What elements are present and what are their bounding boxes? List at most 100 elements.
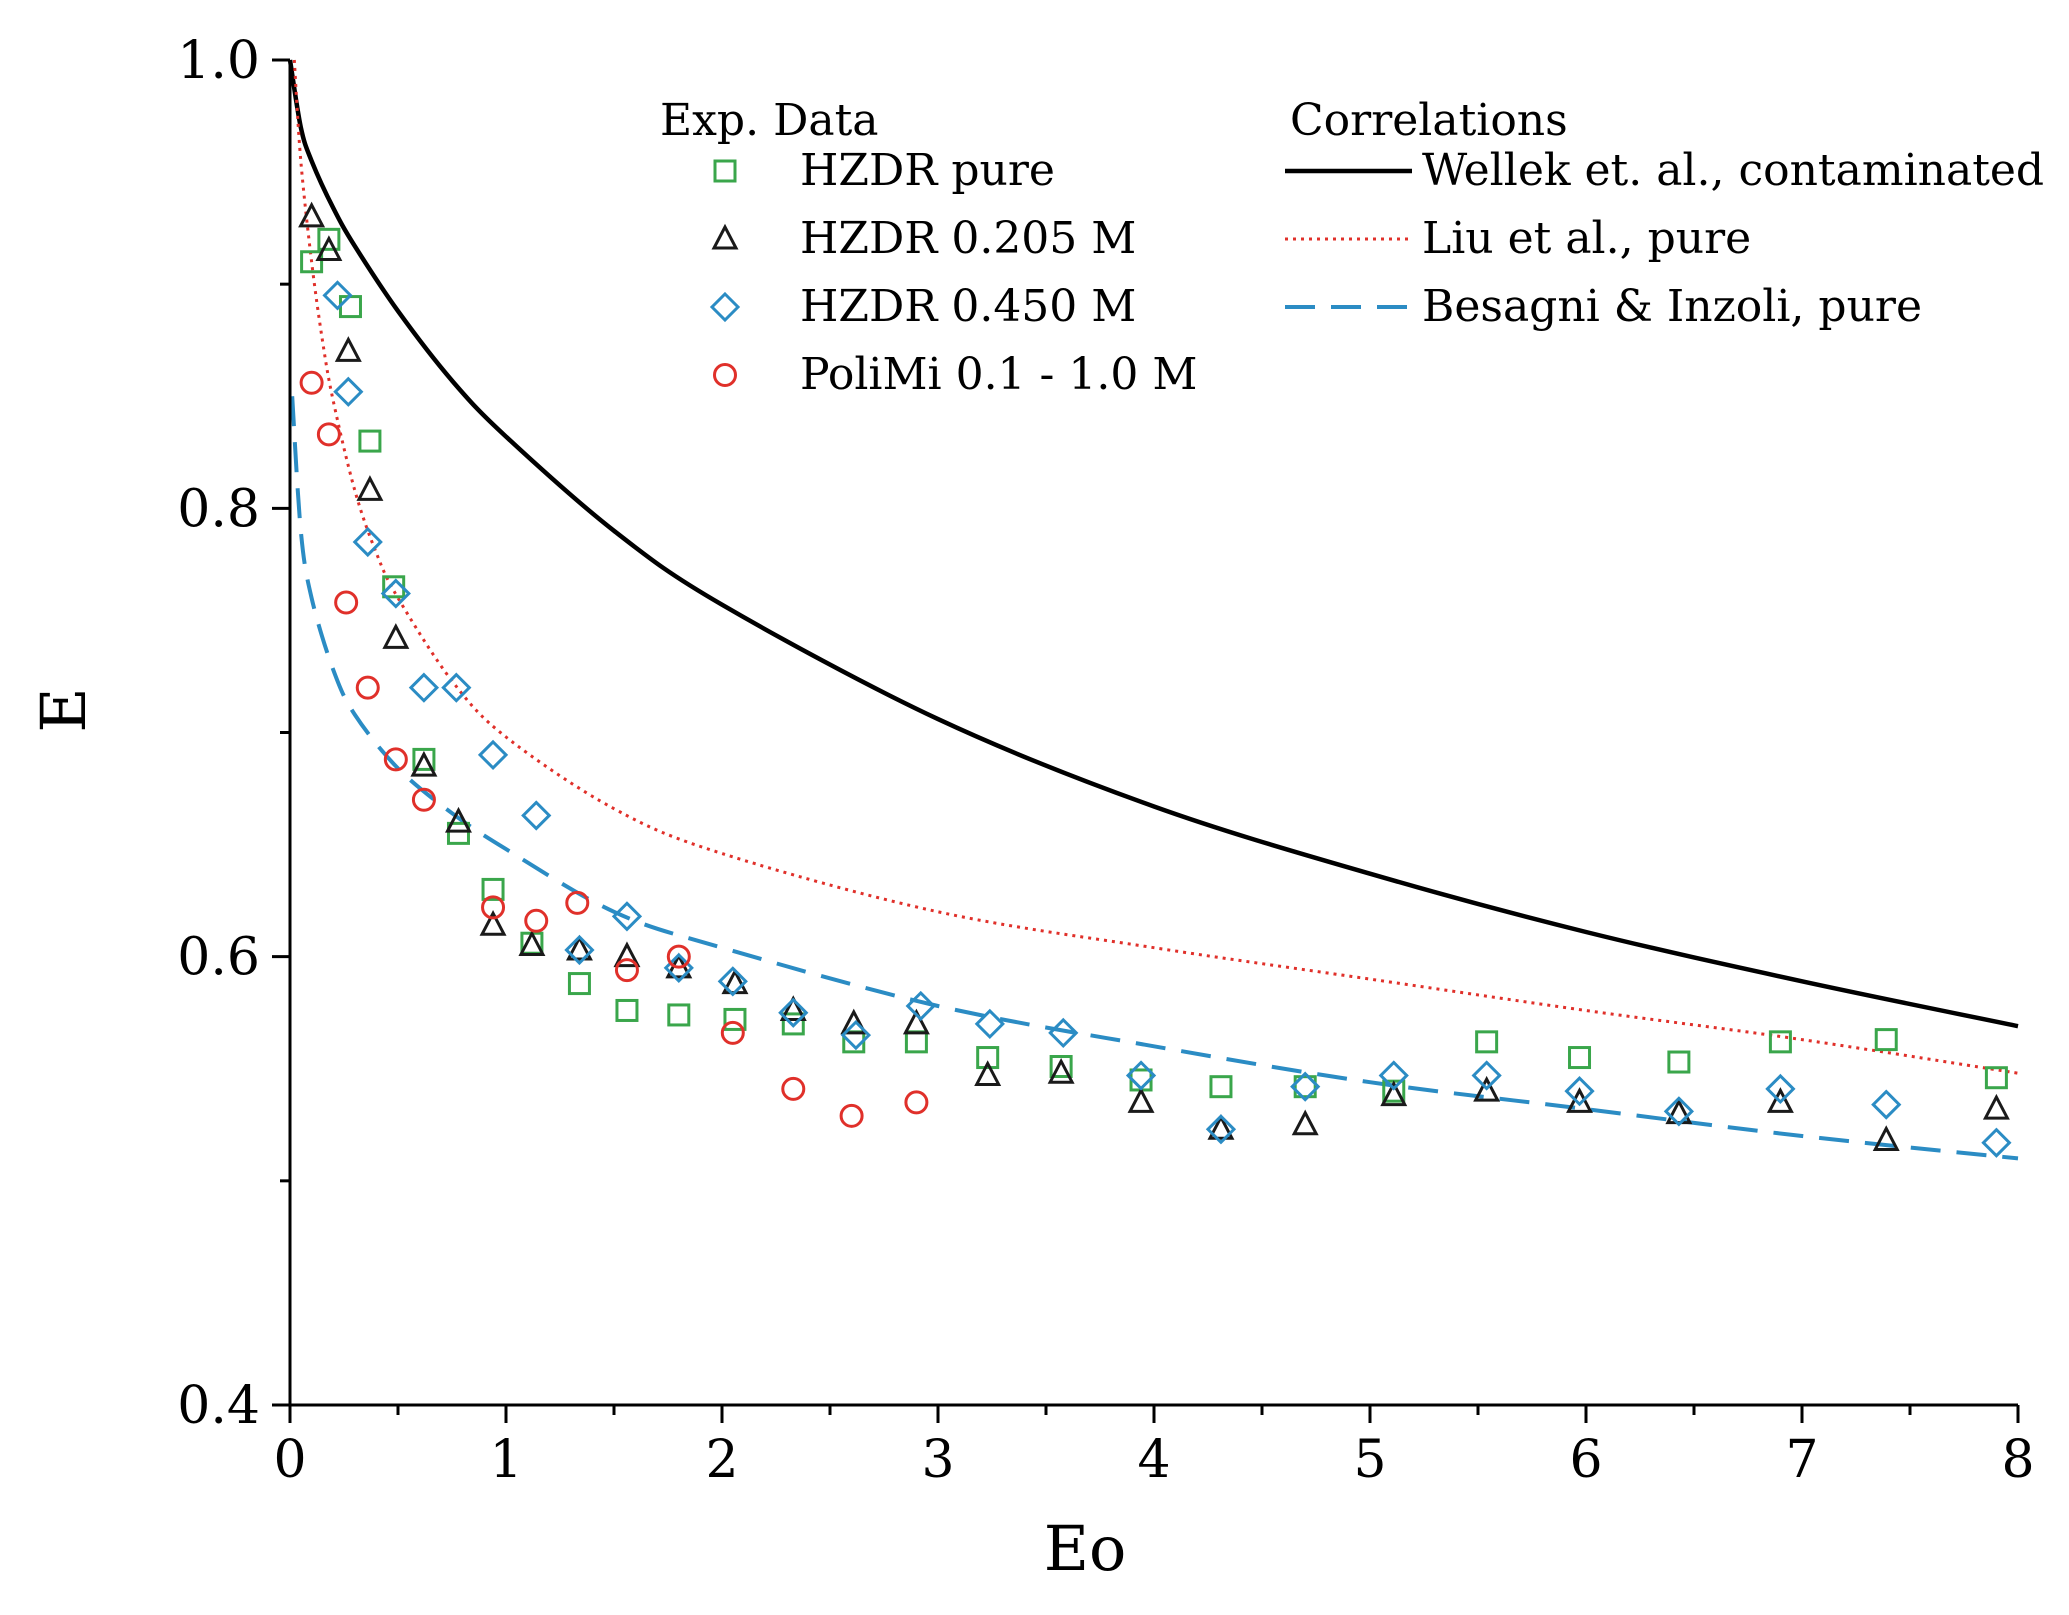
curve-besagni [290, 396, 2019, 1161]
x-tick-label: 8 [2001, 1430, 2034, 1490]
data-point-triangle [1127, 1087, 1155, 1113]
data-point-diamond [974, 1008, 1005, 1040]
data-point-circle [614, 958, 639, 983]
legend-correlations-heading: Correlations [1290, 95, 1568, 146]
data-point-triangle [315, 235, 343, 262]
data-point-triangle [410, 750, 438, 777]
data-point-circle [355, 675, 380, 700]
data-point-diamond [521, 800, 552, 831]
legend-marker-diamond [709, 291, 741, 323]
data-point-square [1209, 1075, 1233, 1099]
data-point-circle [565, 890, 590, 915]
data-point-diamond [1871, 1089, 1902, 1120]
data-point-diamond [564, 934, 595, 966]
data-point-square [1049, 1055, 1073, 1079]
data-point-diamond [611, 901, 643, 932]
data-point-triangle [518, 930, 546, 956]
data-point-triangle [613, 941, 641, 968]
data-point-diamond [1378, 1060, 1409, 1091]
legend-label: Besagni & Inzoli, pure [1422, 281, 1922, 332]
data-point-triangle [1872, 1125, 1900, 1151]
data-point-square [317, 227, 341, 251]
data-point-circle [334, 590, 359, 615]
data-point-triangle [1047, 1058, 1075, 1084]
data-point-diamond [1981, 1127, 2012, 1158]
correlation-curves [287, 59, 2019, 1161]
data-point-square [1667, 1050, 1691, 1074]
data-point-triangle [298, 201, 326, 228]
experimental-points [298, 201, 2012, 1158]
x-tick-label: 5 [1353, 1430, 1386, 1490]
data-point-square [481, 877, 505, 901]
data-point-diamond [1765, 1073, 1796, 1105]
x-tick-label: 4 [1137, 1430, 1170, 1490]
data-point-triangle [1207, 1114, 1235, 1140]
y-axis-title: E [27, 687, 100, 732]
x-tick-label: 0 [273, 1430, 306, 1490]
data-point-diamond [717, 966, 748, 997]
y-tick-label: 0.6 [177, 928, 260, 988]
data-point-triangle [382, 623, 410, 649]
data-point-square [723, 1007, 747, 1031]
legend-label: PoliMi 0.1 - 1.0 M [800, 349, 1197, 400]
data-point-square [300, 250, 324, 274]
data-point-square [1874, 1028, 1898, 1052]
data-point-diamond [380, 578, 411, 609]
legend-marker-square [713, 159, 737, 183]
x-tick-label: 3 [921, 1430, 954, 1490]
data-point-diamond [333, 376, 364, 407]
data-point-square [1293, 1075, 1317, 1099]
data-point-square [338, 295, 362, 319]
x-tick-label: 7 [1785, 1430, 1818, 1490]
legend-corr-items: Wellek et. al., contaminated Liu et al., … [1285, 145, 2044, 332]
data-point-diamond [1125, 1060, 1157, 1091]
x-tick-label: 1 [489, 1430, 522, 1490]
data-point-triangle [334, 336, 362, 362]
legend-label: Wellek et. al., contaminated [1422, 145, 2044, 196]
data-point-triangle [445, 806, 472, 833]
data-point-diamond [1564, 1076, 1595, 1107]
data-point-square [567, 972, 591, 996]
data-point-diamond [441, 672, 472, 703]
data-point-diamond [322, 280, 353, 311]
data-point-circle [720, 1020, 745, 1045]
axes [288, 60, 2018, 1407]
curve-wellek [287, 59, 2019, 1029]
x-tick-label: 2 [705, 1430, 738, 1490]
data-point-circle [299, 370, 324, 395]
legend-exp-items: HZDR pure HZDR 0.205 M HZDR 0.450 M PoliMi … [709, 145, 1197, 400]
data-point-square [667, 1003, 691, 1027]
legend: Exp. Data Correlations HZDR pure HZDR 0.2… [660, 95, 2044, 400]
data-point-diamond [905, 990, 936, 1022]
data-point-diamond [1048, 1017, 1079, 1049]
x-tick-label: 6 [1569, 1430, 1602, 1490]
data-point-circle [839, 1103, 864, 1128]
data-point-diamond [408, 672, 440, 703]
data-point-square [1568, 1046, 1592, 1070]
data-point-square [615, 998, 639, 1022]
data-point-circle [316, 422, 341, 447]
data-point-triangle [779, 995, 807, 1021]
data-point-triangle [1982, 1093, 2010, 1120]
data-point-square [1475, 1030, 1499, 1054]
data-point-triangle [840, 1008, 868, 1035]
data-point-triangle [1473, 1075, 1501, 1102]
data-point-triangle [974, 1060, 1002, 1086]
data-point-diamond [1205, 1114, 1237, 1145]
data-point-square [904, 1030, 928, 1054]
y-tick-label: 0.8 [177, 479, 260, 539]
legend-label: Liu et al., pure [1422, 213, 1751, 264]
data-point-diamond [1663, 1096, 1695, 1127]
data-point-square [976, 1046, 1000, 1070]
data-point-square [1984, 1066, 2008, 1090]
data-point-diamond [778, 997, 809, 1028]
y-tick-label: 0.4 [177, 1376, 260, 1436]
data-point-circle [524, 908, 549, 933]
data-point-square [358, 429, 382, 453]
data-point-triangle [1291, 1109, 1319, 1136]
data-point-circle [781, 1076, 806, 1101]
data-point-triangle [479, 910, 507, 936]
data-point-triangle [356, 475, 384, 501]
x-axis-title: Eo [1044, 1512, 1127, 1585]
legend-label: HZDR pure [800, 145, 1055, 196]
